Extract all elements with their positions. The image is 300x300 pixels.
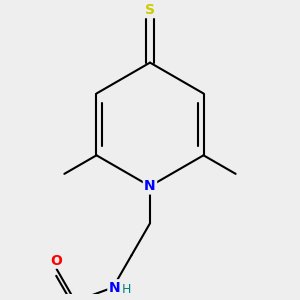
Text: H: H	[122, 284, 131, 296]
Text: S: S	[145, 3, 155, 17]
Text: N: N	[109, 280, 120, 295]
Text: O: O	[51, 254, 63, 268]
Text: N: N	[144, 179, 156, 193]
